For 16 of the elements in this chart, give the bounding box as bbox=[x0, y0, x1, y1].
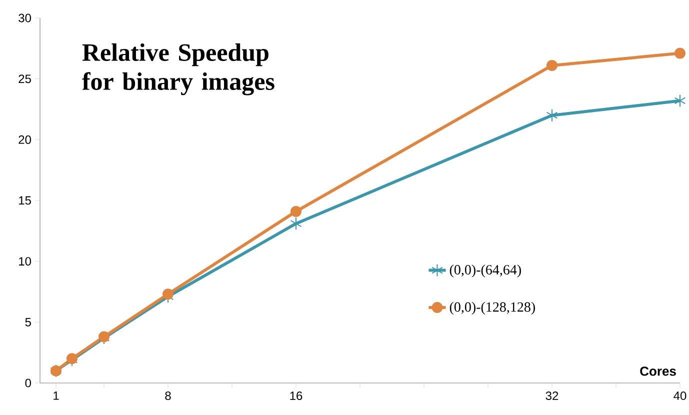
x-tick-label: 40 bbox=[674, 392, 686, 400]
y-tick-label: 0 bbox=[25, 378, 32, 388]
x-tick-label: 32 bbox=[546, 392, 558, 400]
y-tick-label: 20 bbox=[18, 135, 32, 144]
y-tick-label: 25 bbox=[18, 74, 31, 84]
text: Relative Speedup for binary images bbox=[82, 43, 274, 96]
legend-label: (0,0)-(128,128) bbox=[450, 302, 535, 315]
y-tick-label: 15 bbox=[19, 196, 31, 205]
y-tick-label: 5 bbox=[25, 318, 31, 326]
x-tick-label: 1 bbox=[54, 392, 59, 400]
x-tick-label: 8 bbox=[165, 392, 171, 400]
x-axis-title: Cores bbox=[640, 366, 676, 376]
y-tick-label: 30 bbox=[18, 14, 32, 22]
y-tick-label: 10 bbox=[19, 257, 32, 266]
x-tick-label: 16 bbox=[290, 392, 302, 400]
legend-label: (0,0)-(64,64) bbox=[450, 264, 521, 278]
